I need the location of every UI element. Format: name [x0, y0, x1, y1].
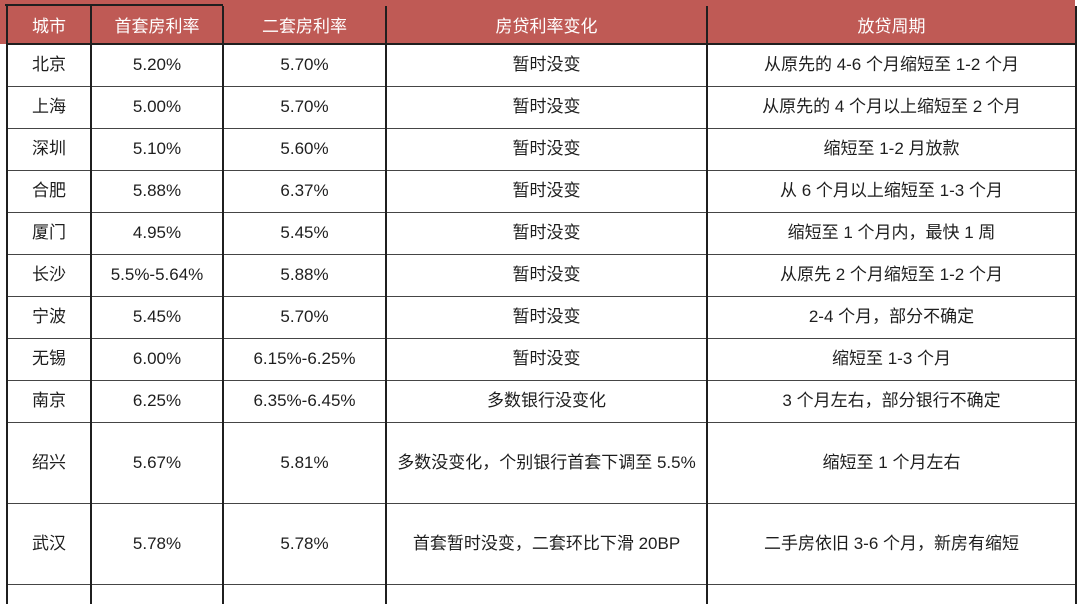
table-cell: 暂时没变	[385, 337, 708, 380]
city-cell: 长沙	[6, 253, 92, 296]
header-bleed-left	[0, 0, 6, 44]
mortgage-rate-table-container: 城市 首套房利率 二套房利率 房贷利率变化 放贷周期 北京 5.20% 5.70% 暂时没变从…	[6, 6, 1077, 604]
city-cell: 宁波	[6, 295, 92, 338]
table-cell: 从原先的 4-6 个月缩短至 1-2 个月	[706, 44, 1077, 86]
mortgage-rate-table: 城市 首套房利率 二套房利率 房贷利率变化 放贷周期 北京 5.20% 5.70% 暂时没变从…	[6, 6, 1077, 604]
table-cell: 多数没变化，个别银行首套下调至 5.5%	[385, 421, 708, 503]
table-cell: 暂时没变	[385, 44, 708, 86]
table-row: 南京 6.25% 6.35%-6.45% 多数银行没变化 3 个月左右，部分银行不确定	[6, 379, 1077, 422]
city-cell: 上海	[6, 85, 92, 128]
table-row: 厦门 4.95% 5.45% 暂时没变 缩短至 1 个月内，最快 1 周	[6, 211, 1077, 254]
table-row: 北京 5.20% 5.70% 暂时没变 从原先的 4-6 个月缩短至 1-2 个月	[6, 44, 1077, 86]
table-cell: 6.25%	[90, 379, 224, 422]
column-header: 房贷利率变化	[385, 6, 708, 45]
table-cell	[6, 583, 92, 604]
table-cell: 首套暂时没变，二套环比下滑 20BP	[385, 502, 708, 584]
table-row: 深圳 5.10% 5.60% 暂时没变 缩短至 1-2 月放款	[6, 127, 1077, 170]
table-cell: 5.88%	[90, 169, 224, 212]
table-body: 北京 5.20% 5.70% 暂时没变 从原先的 4-6 个月缩短至 1-2 个月 上海 5…	[6, 44, 1077, 604]
table-cell: 缩短至 1 个月内，最快 1 周	[706, 211, 1077, 254]
city-cell: 武汉	[6, 502, 92, 584]
table-cell: 5.70%	[222, 85, 387, 128]
table-cell: 5.88%	[222, 253, 387, 296]
table-cell: 5.45%	[222, 211, 387, 254]
city-cell: 合肥	[6, 169, 92, 212]
table-cell: 从原先的 4 个月以上缩短至 2 个月	[706, 85, 1077, 128]
table-cell: 暂时没变	[385, 295, 708, 338]
table-cell: 二手房依旧 3-6 个月，新房有缩短	[706, 502, 1077, 584]
table-cell: 5.20%	[90, 44, 224, 86]
table-cell: 暂时没变	[385, 253, 708, 296]
table-cell	[385, 583, 708, 604]
table-cell: 5.78%	[222, 502, 387, 584]
table-cell: 3 个月左右，部分银行不确定	[706, 379, 1077, 422]
table-header: 城市 首套房利率 二套房利率 房贷利率变化 放贷周期	[6, 6, 1077, 45]
table-cell: 暂时没变	[385, 169, 708, 212]
table-row: 上海 5.00% 5.70% 暂时没变 从原先的 4 个月以上缩短至 2 个月	[6, 85, 1077, 128]
table-cell: 5.81%	[222, 421, 387, 503]
table-cell: 从原先 2 个月缩短至 1-2 个月	[706, 253, 1077, 296]
city-cell: 深圳	[6, 127, 92, 170]
partial-cropped-row	[6, 583, 1077, 604]
table-cell: 4.95%	[90, 211, 224, 254]
city-cell: 南京	[6, 379, 92, 422]
column-header: 城市	[6, 6, 92, 45]
table-cell: 缩短至 1 个月左右	[706, 421, 1077, 503]
table-cell: 5.00%	[90, 85, 224, 128]
table-cell	[222, 583, 387, 604]
table-row: 无锡 6.00% 6.15%-6.25% 暂时没变 缩短至 1-3 个月	[6, 337, 1077, 380]
table-cell: 5.5%-5.64%	[90, 253, 224, 296]
table-cell	[90, 583, 224, 604]
table-cell: 暂时没变	[385, 85, 708, 128]
table-cell: 5.45%	[90, 295, 224, 338]
table-cell: 暂时没变	[385, 211, 708, 254]
table-cell: 6.00%	[90, 337, 224, 380]
table-row: 武汉 5.78% 5.78% 首套暂时没变，二套环比下滑 20BP 二手房依旧 3-6 …	[6, 502, 1077, 584]
city-cell: 无锡	[6, 337, 92, 380]
table-cell: 5.67%	[90, 421, 224, 503]
table-cell: 6.15%-6.25%	[222, 337, 387, 380]
table-cell: 多数银行没变化	[385, 379, 708, 422]
city-cell: 北京	[6, 44, 92, 86]
table-cell: 2-4 个月，部分不确定	[706, 295, 1077, 338]
table-cell: 6.35%-6.45%	[222, 379, 387, 422]
top-border-segment	[5, 4, 223, 6]
table-row: 绍兴 5.67% 5.81% 多数没变化，个别银行首套下调至 5.5% 缩短至 1 个月…	[6, 421, 1077, 503]
table-cell: 缩短至 1-2 月放款	[706, 127, 1077, 170]
column-header: 二套房利率	[222, 6, 387, 45]
table-cell: 暂时没变	[385, 127, 708, 170]
table-cell: 5.70%	[222, 44, 387, 86]
table-cell: 5.70%	[222, 295, 387, 338]
table-row: 宁波 5.45% 5.70% 暂时没变 2-4 个月，部分不确定	[6, 295, 1077, 338]
table-cell: 5.78%	[90, 502, 224, 584]
table-row: 合肥 5.88% 6.37% 暂时没变从 6 个月以上缩短至 1-3 个月	[6, 169, 1077, 212]
table-cell: 从 6 个月以上缩短至 1-3 个月	[706, 169, 1077, 212]
city-cell: 厦门	[6, 211, 92, 254]
table-cell	[706, 583, 1077, 604]
column-header: 放贷周期	[706, 6, 1077, 45]
header-row: 城市 首套房利率 二套房利率 房贷利率变化 放贷周期	[6, 6, 1077, 45]
header-bleed-top	[0, 0, 1075, 6]
table-cell: 5.60%	[222, 127, 387, 170]
table-row: 长沙 5.5%-5.64% 5.88% 暂时没变 从原先 2 个月缩短至 1-2 个月	[6, 253, 1077, 296]
table-cell: 5.10%	[90, 127, 224, 170]
city-cell: 绍兴	[6, 421, 92, 503]
table-cell: 6.37%	[222, 169, 387, 212]
table-cell: 缩短至 1-3 个月	[706, 337, 1077, 380]
column-header: 首套房利率	[90, 6, 224, 45]
